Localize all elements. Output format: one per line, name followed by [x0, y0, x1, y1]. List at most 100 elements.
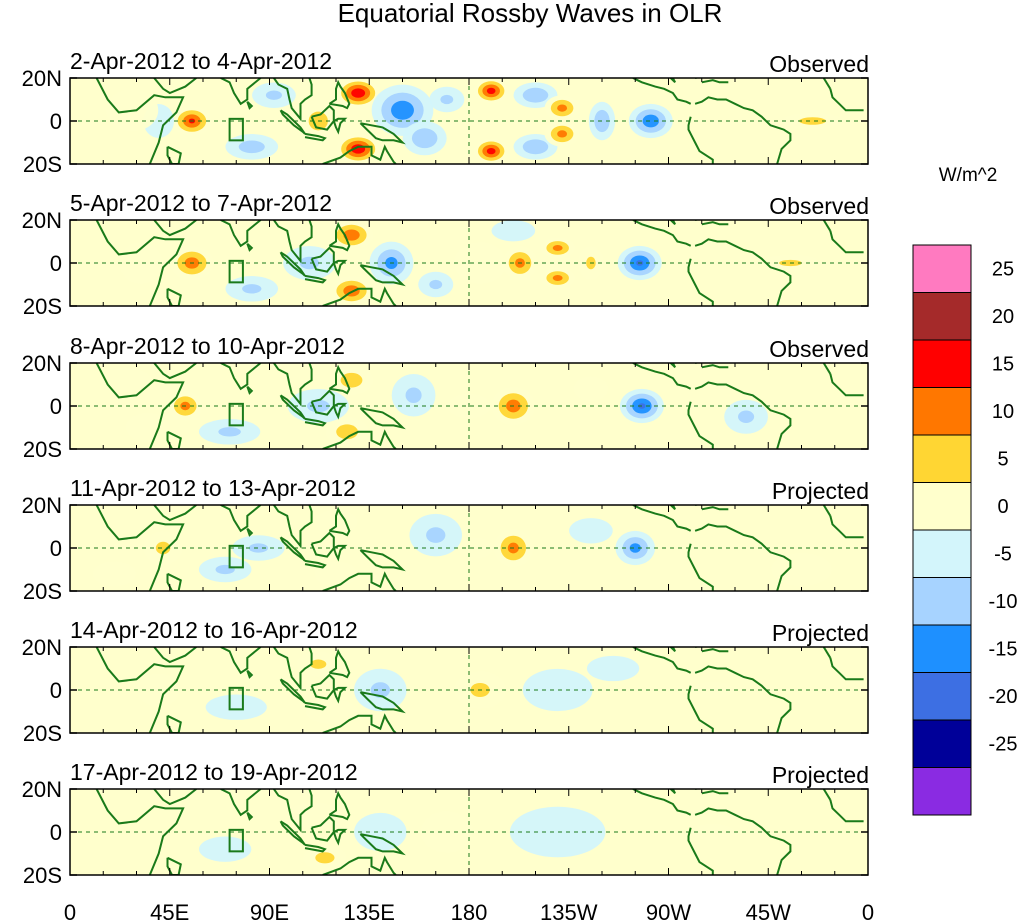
coastline: [328, 221, 351, 252]
coastline: [166, 430, 182, 449]
anomaly-contour: [491, 220, 536, 242]
coastline: [95, 363, 185, 449]
coastlines: [95, 67, 864, 164]
coastline: [322, 713, 397, 733]
anomaly-contour: [343, 229, 360, 241]
coastline: [829, 515, 864, 539]
anomaly-contour: [242, 284, 262, 294]
coastline: [273, 505, 313, 549]
panel-status-label: Projected: [772, 478, 869, 504]
coastline: [632, 647, 692, 674]
y-tick-label: 0: [50, 251, 62, 276]
coastline: [336, 67, 340, 73]
colorbar-swatch: [912, 767, 972, 816]
coastline: [822, 220, 832, 232]
coastline: [632, 363, 692, 390]
coastline: [694, 523, 792, 591]
anomaly-contour: [92, 561, 137, 587]
anomaly-contour: [351, 88, 366, 98]
panel-1: 20N 0 20S 2-Apr-2012 to 4-Apr-2012 Observed: [22, 48, 869, 177]
chart-title: Equatorial Rossby Waves in OLR: [338, 0, 723, 28]
colorbar-swatch: [912, 672, 972, 721]
coastline: [332, 686, 348, 704]
colorbar-swatch: [912, 624, 972, 673]
anomaly-contour: [155, 541, 171, 555]
coastline: [279, 536, 306, 562]
panel-4: 20N 0 20S 11-Apr-2012 to 13-Apr-2012 Project…: [22, 475, 869, 604]
coastline: [246, 242, 254, 252]
coastline: [304, 843, 327, 853]
coastline: [322, 144, 397, 164]
coastline: [153, 363, 197, 380]
anomaly-contour: [391, 100, 414, 120]
anomaly-contour: [205, 694, 267, 720]
coastline: [220, 789, 262, 817]
anomaly-contour: [440, 94, 454, 105]
coastline: [273, 789, 313, 833]
coastline: [279, 251, 306, 277]
coastline: [632, 78, 692, 105]
coastline: [822, 78, 832, 90]
x-tick-label: 135E: [344, 900, 395, 922]
x-tick-label: 0: [64, 900, 76, 922]
coastline: [279, 109, 306, 135]
coastline: [359, 549, 406, 572]
x-tick-label: 45E: [150, 900, 189, 922]
anomaly-contour: [552, 244, 563, 251]
coastline: [359, 264, 406, 287]
coastline: [153, 505, 197, 522]
y-tick-label: 0: [50, 536, 62, 561]
colorbar-level-label: 0: [997, 496, 1008, 518]
coastline: [166, 714, 182, 733]
coastline: [310, 389, 335, 416]
panel-2: 20N 0 20S 5-Apr-2012 to 7-Apr-2012 Observed: [22, 190, 869, 319]
reference-box: [228, 544, 244, 569]
y-tick-label: 20N: [22, 777, 62, 802]
coastline: [701, 790, 729, 795]
coastlines: [95, 789, 864, 875]
y-tick-label: 20S: [23, 152, 62, 177]
colorbar-level-label: 5: [997, 449, 1008, 471]
panel-period-label: 8-Apr-2012 to 10-Apr-2012: [70, 333, 345, 359]
coastline: [322, 571, 397, 591]
coastline: [701, 221, 729, 226]
coastline: [322, 429, 397, 449]
anomaly-contour: [486, 87, 496, 95]
anomaly-contour: [629, 543, 641, 553]
colorbar-level-label: 10: [992, 401, 1014, 423]
anomaly-contour: [522, 87, 549, 103]
coastline: [687, 258, 714, 306]
colorbar-swatch: [912, 387, 972, 436]
anomaly-contour: [458, 537, 494, 559]
coastline: [829, 657, 864, 681]
coastline: [701, 79, 729, 84]
anomaly-contour: [218, 427, 241, 437]
coastline: [336, 209, 340, 215]
coastline: [829, 799, 864, 823]
coastline: [829, 230, 864, 254]
coastline: [322, 855, 397, 875]
anomaly-contour: [738, 410, 755, 423]
coastline: [153, 789, 197, 806]
coastline: [687, 685, 714, 733]
coastline: [166, 145, 182, 164]
coastline: [95, 505, 185, 591]
y-tick-label: 20N: [22, 635, 62, 660]
coastline: [153, 220, 197, 237]
coastline: [220, 363, 262, 391]
anomaly-contour: [265, 90, 282, 100]
coastline: [694, 381, 792, 449]
coastline: [95, 789, 185, 875]
coastline: [304, 132, 327, 142]
x-tick-label: 45W: [746, 900, 791, 922]
x-tick-label: 180: [451, 900, 488, 922]
y-tick-label: 0: [50, 820, 62, 845]
coastline: [304, 701, 327, 711]
colorbar-level-label: -15: [989, 639, 1018, 661]
coastline: [220, 220, 262, 248]
coastline: [632, 789, 692, 816]
coastline: [220, 78, 262, 106]
reference-box: [228, 259, 244, 284]
colorbar-level-label: 15: [992, 354, 1014, 376]
